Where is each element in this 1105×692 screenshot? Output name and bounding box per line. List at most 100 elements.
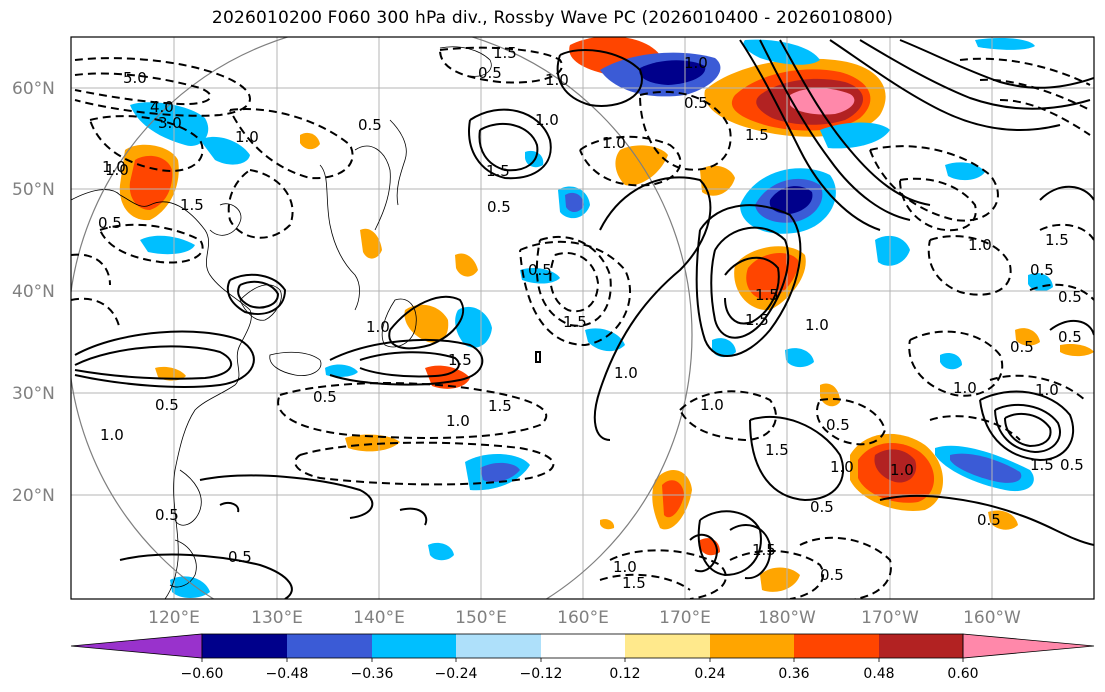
lon-label: 130°E	[251, 608, 303, 628]
lat-label: 40°N	[12, 282, 55, 302]
shading-blob	[155, 366, 186, 381]
contour-label: 0.5	[1010, 338, 1034, 356]
colorbar-tick-label: −0.12	[520, 666, 563, 682]
contour-label: 0.5	[313, 388, 337, 406]
colorbar-segment	[879, 634, 963, 658]
shading-blob	[746, 253, 799, 300]
shading-blob	[875, 235, 910, 266]
contour-label: 0.5	[977, 511, 1001, 529]
contour-label: 0.5	[684, 94, 708, 112]
shading-blob	[790, 88, 855, 115]
contour-label: 1.0	[953, 379, 977, 397]
contour-label: 1.5	[448, 351, 472, 369]
contour-label: 0.5	[1060, 456, 1084, 474]
negative-contours	[71, 46, 1094, 599]
contour-label: 1.5	[745, 126, 769, 144]
coastlines	[71, 46, 492, 599]
shading-blob	[639, 60, 706, 85]
contour-labels: 5.0 4.0 3.0 1.0 1.5 0.5 1.0 0.5 1.5 1.0 …	[98, 44, 1084, 592]
shading-blob	[945, 162, 985, 181]
graticule	[71, 37, 1094, 599]
colorbar-tick-label: −0.60	[181, 666, 224, 682]
contour-label: 4.0	[150, 98, 174, 116]
contour-label: 1.5	[486, 162, 510, 180]
shading-blob	[455, 306, 492, 348]
shading-blob	[1028, 273, 1053, 292]
shading-blob	[662, 480, 684, 518]
colorbar-ticks	[201, 658, 964, 662]
contour-label: 1.0	[446, 412, 470, 430]
colorbar-tick-label: −0.36	[351, 666, 394, 682]
shading-blob	[760, 567, 800, 592]
shading-blob	[585, 328, 625, 352]
colorbar-tick-label: 0.12	[609, 666, 640, 682]
colorbar-extend-min	[70, 633, 203, 659]
shading-blob	[170, 576, 210, 598]
colorbar-tick-label: 0.24	[694, 666, 725, 682]
shading-blob	[950, 453, 1022, 483]
shading-blob	[129, 155, 173, 210]
contour-label: 1.5	[1030, 456, 1054, 474]
contour-label: 1.5	[563, 313, 587, 331]
colorbar-tick-label: 0.60	[947, 666, 978, 682]
lon-label: 180°W	[758, 608, 816, 628]
colorbar-segment	[202, 634, 287, 658]
colorbar-outline	[201, 633, 964, 659]
contour-label: 1.5	[1045, 231, 1069, 249]
shading-blob	[300, 132, 320, 150]
contour-label: 1.0	[830, 458, 854, 476]
colorbar-segment	[541, 634, 625, 658]
shading-blob	[1060, 343, 1094, 357]
contour-label: 0.5	[478, 64, 502, 82]
divergence-shading	[119, 37, 1094, 598]
contour-label: 1.5	[622, 574, 646, 592]
contour-label: 0.5	[487, 198, 511, 216]
contour-label: 1.0	[545, 71, 569, 89]
shading-blob	[345, 434, 400, 452]
contour-label: 0.5	[228, 548, 252, 566]
contour-label: 1.5	[765, 441, 789, 459]
shading-blob	[940, 353, 962, 370]
shading-blob	[700, 165, 735, 196]
positive-contours	[74, 39, 1094, 599]
lon-label: 150°E	[455, 608, 507, 628]
colorbar-segment	[710, 634, 794, 658]
contour-label: 0.5	[1058, 328, 1082, 346]
contour-label: 1.0	[684, 54, 708, 72]
contour-label: 1.0	[235, 128, 259, 146]
contour-label: 1.0	[1035, 381, 1059, 399]
lon-label: 170°W	[861, 608, 919, 628]
colorbar-segment	[456, 634, 541, 658]
shading-blob	[480, 462, 520, 482]
colorbar-segment	[372, 634, 456, 658]
contour-label: 1.0	[102, 158, 126, 176]
contour-label: 1.0	[614, 364, 638, 382]
contour-label: 1.0	[700, 396, 724, 414]
contour-label: 1.5	[180, 196, 204, 214]
map-title: 2026010200 F060 300 hPa div., Rossby Wav…	[211, 8, 894, 28]
contour-label: 0.5	[155, 506, 179, 524]
contour-label: 0.5	[358, 116, 382, 134]
contour-label: 1.5	[752, 541, 776, 559]
contour-label: 5.0	[123, 69, 147, 87]
latitude-labels: 60°N 50°N 40°N 30°N 20°N	[12, 79, 55, 506]
colorbar-segment	[625, 634, 710, 658]
shading-blob	[785, 348, 814, 368]
lon-label: 160°W	[963, 608, 1021, 628]
contour-label: 1.0	[805, 316, 829, 334]
colorbar-tick-labels: −0.60 −0.48 −0.36 −0.24 −0.12 0.12 0.24 …	[181, 666, 979, 682]
shading-blob	[140, 235, 195, 255]
contour-label: 0.5	[98, 214, 122, 232]
colorbar: −0.60 −0.48 −0.36 −0.24 −0.12 0.12 0.24 …	[70, 633, 1095, 682]
contour-label: 1.0	[366, 318, 390, 336]
shading-blob	[820, 122, 890, 149]
contour-label: 1.0	[968, 236, 992, 254]
colorbar-tick-label: −0.48	[266, 666, 309, 682]
lon-label: 140°E	[353, 608, 405, 628]
contour-label: 1.5	[488, 397, 512, 415]
lat-label: 60°N	[12, 79, 55, 99]
contour-label: 1.0	[105, 161, 129, 179]
contour-label: 1.0	[613, 558, 637, 576]
shading-blob	[600, 519, 615, 530]
